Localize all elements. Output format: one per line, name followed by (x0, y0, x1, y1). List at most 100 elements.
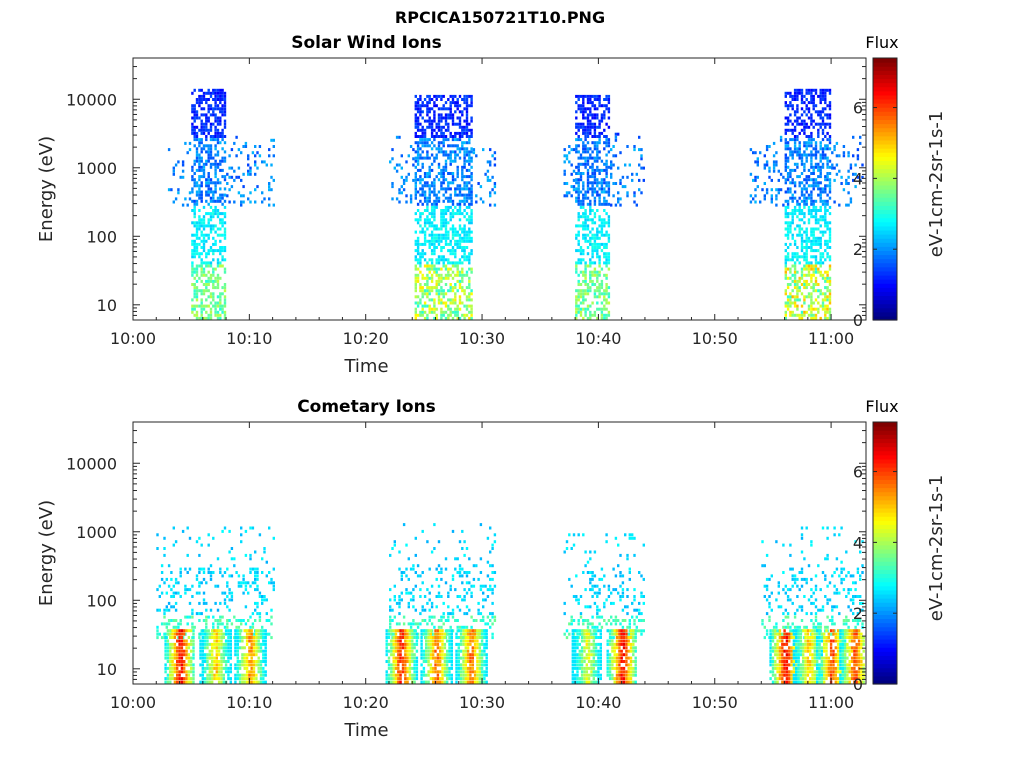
flux-cell (800, 113, 804, 117)
flux-cell (195, 159, 199, 163)
flux-cell (593, 273, 597, 277)
flux-cell (577, 128, 580, 132)
flux-cell (205, 622, 208, 626)
flux-cell (440, 224, 443, 228)
flux-cell (633, 194, 636, 198)
flux-cell (247, 169, 250, 173)
flux-cell (791, 193, 794, 197)
flux-cell (430, 184, 434, 188)
flux-cell (493, 182, 497, 185)
flux-cell (164, 653, 167, 657)
flux-cell (421, 249, 424, 253)
flux-cell (394, 673, 398, 677)
colorbar-segment (873, 160, 897, 166)
flux-cell (449, 215, 452, 219)
flux-cell (575, 298, 578, 302)
flux-cell (584, 310, 587, 314)
flux-cell (579, 246, 583, 249)
flux-cell (393, 615, 396, 619)
flux-cell (263, 550, 266, 554)
flux-cell (230, 595, 234, 598)
flux-cell (183, 629, 186, 633)
flux-cell (219, 135, 222, 138)
flux-cell (216, 584, 220, 588)
flux-cell (605, 202, 608, 206)
flux-cell (423, 236, 427, 240)
flux-cell (454, 178, 457, 182)
flux-cell (807, 144, 811, 148)
flux-cell (249, 557, 252, 561)
flux-cell (807, 138, 811, 142)
flux-cell (195, 540, 199, 544)
flux-cell (805, 230, 808, 234)
flux-cell (172, 169, 175, 173)
flux-cell (228, 574, 231, 578)
flux-cell (819, 144, 822, 148)
flux-cell (798, 196, 801, 200)
flux-cell (414, 150, 417, 154)
flux-cell (817, 227, 820, 231)
flux-cell (192, 653, 195, 657)
flux-cell (793, 181, 797, 185)
flux-cell (416, 564, 420, 568)
flux-cell (465, 255, 469, 259)
flux-cell (598, 255, 601, 259)
flux-cell (416, 135, 420, 138)
colorbar-segment (873, 254, 897, 260)
flux-cell (586, 128, 590, 132)
flux-cell (198, 619, 201, 622)
flux-cell (598, 218, 601, 222)
flux-cell (798, 233, 801, 237)
flux-cell (468, 141, 471, 145)
flux-cell (404, 632, 407, 636)
flux-cell (404, 680, 407, 684)
flux-cell (234, 639, 237, 643)
flux-cell (789, 267, 792, 271)
flux-cell (391, 157, 394, 161)
flux-cell (207, 533, 210, 537)
flux-cell (812, 209, 815, 212)
flux-cell (784, 292, 787, 296)
flux-cell (214, 94, 217, 98)
flux-cell (824, 209, 827, 212)
flux-cell (440, 181, 443, 185)
flux-cell (193, 199, 196, 203)
flux-cell (593, 107, 597, 111)
flux-cell (204, 656, 207, 660)
flux-cell (444, 218, 448, 222)
flux-cell (814, 221, 818, 225)
flux-cell (223, 310, 227, 314)
flux-cell (577, 193, 580, 197)
flux-cell (807, 236, 811, 240)
flux-cell (789, 187, 792, 191)
flux-cell (219, 295, 222, 299)
flux-cell (257, 670, 260, 674)
flux-cell (833, 145, 836, 148)
flux-cell (770, 188, 773, 192)
flux-cell (216, 273, 220, 277)
flux-cell (393, 584, 396, 588)
flux-cell (444, 122, 448, 126)
flux-cell (491, 636, 494, 640)
flux-cell (826, 310, 829, 314)
flux-cell (793, 286, 797, 290)
flux-cell (236, 663, 239, 667)
flux-cell (803, 301, 806, 305)
flux-cell (165, 636, 168, 640)
flux-cell (824, 107, 827, 111)
flux-cell (607, 233, 611, 237)
flux-cell (183, 677, 186, 681)
flux-cell (603, 295, 606, 299)
flux-cell (847, 151, 850, 155)
flux-cell (195, 286, 199, 290)
flux-cell (191, 199, 194, 203)
flux-cell (821, 128, 825, 132)
flux-cell (444, 187, 448, 191)
flux-cell (793, 190, 797, 194)
flux-cell (784, 159, 787, 163)
flux-cell (491, 564, 494, 568)
flux-cell (784, 122, 787, 126)
flux-cell (234, 642, 237, 646)
colorbar-segment (873, 315, 897, 321)
flux-cell (633, 148, 636, 152)
